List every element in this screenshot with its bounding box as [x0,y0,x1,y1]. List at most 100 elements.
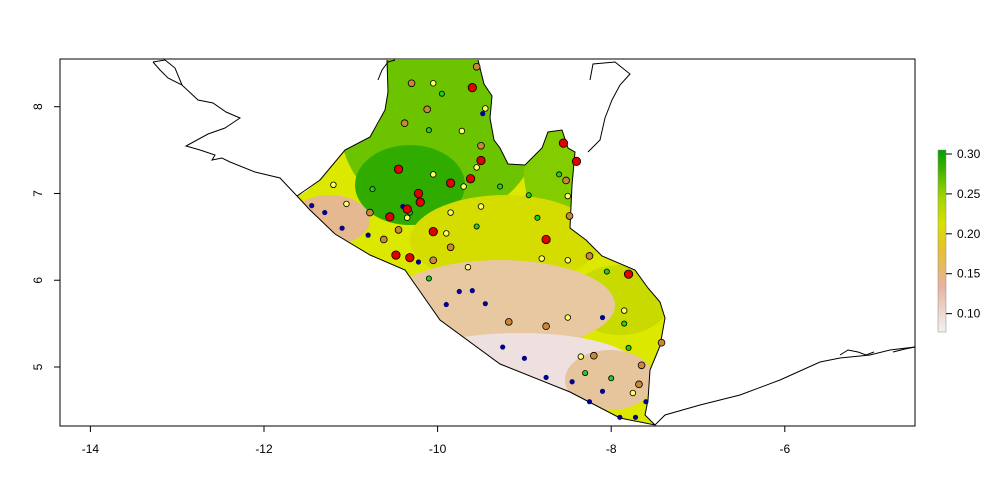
x-tick-label: -6 [779,442,790,456]
sample-point-yellow [621,307,628,314]
border-north-left [377,59,396,81]
sample-point-red [623,269,634,279]
sample-point-yellow [482,105,489,112]
sample-point-green [473,223,480,230]
sample-point-red [446,178,456,188]
sample-point-brown [585,252,594,260]
sample-point-red [541,234,551,245]
sample-point-green [534,214,541,221]
y-axis: 5 6 7 8 [31,103,60,370]
sample-point-brown [477,141,485,150]
sample-point-darkblue [309,203,315,209]
sample-point-darkblue [480,111,486,117]
sample-point-yellow [538,255,545,262]
sample-point-red [571,156,582,166]
sample-point-brown [565,212,574,220]
coastline-peninsula [152,59,183,86]
border-north-right [587,61,631,153]
sample-point-brown [394,226,403,234]
sample-point-yellow [458,127,466,135]
sample-point-green [438,90,445,97]
y-tick-label: 7 [31,190,45,197]
sample-point-yellow [564,314,571,321]
sample-point-brown [429,256,438,265]
sample-point-green [608,375,615,382]
sample-point-red [413,188,424,199]
sample-point-brown [542,322,550,331]
sample-point-darkblue [521,355,527,361]
sample-point-green [625,344,632,351]
sample-point-brown [472,63,481,71]
x-tick-label: -8 [606,442,617,456]
sample-point-red [405,253,415,263]
sample-point-green [603,268,610,275]
x-tick-label: -12 [255,442,273,456]
sample-point-red [402,204,412,214]
sample-point-darkblue [617,414,623,420]
coastline-east-islet [839,349,875,356]
sample-point-darkblue [469,288,475,294]
sample-point-yellow [629,389,637,397]
sample-points [309,63,666,420]
sample-point-brown [562,176,570,185]
sample-point-darkblue [365,232,371,238]
legend-tick-label: 0.10 [957,307,981,321]
x-tick-label: -10 [429,442,447,456]
sample-point-green [425,127,432,134]
coastline-borders [152,59,916,426]
x-axis: -14 -12 -10 -8 -6 [82,426,790,456]
legend-ticks: 0.10 0.15 0.20 0.25 0.30 [946,147,981,321]
legend-tick-label: 0.30 [957,147,981,161]
sample-point-yellow [564,257,571,264]
sample-point-brown [635,380,643,389]
y-tick-label: 5 [31,363,45,370]
sample-point-brown [590,351,598,360]
sample-point-red [415,197,425,207]
sample-point-red [428,227,438,237]
sample-point-darkblue [500,344,506,350]
sample-point-brown [423,105,431,114]
surface-green-core [355,145,465,225]
sample-point-darkblue [569,379,575,385]
sample-point-yellow [473,164,480,171]
sample-point-darkblue [586,399,593,405]
surface-orange-west [297,195,370,245]
sample-point-brown [637,361,646,370]
legend-tick-label: 0.25 [957,187,981,201]
sample-point-red [391,250,401,260]
sample-point-red [385,212,395,222]
sample-point-yellow [460,183,467,190]
sample-point-darkblue [599,388,606,394]
sample-point-yellow [477,203,485,210]
y-tick-label: 6 [31,277,45,284]
sample-point-brown [657,338,666,347]
sample-point-red [467,83,477,93]
sample-point-yellow [447,209,454,216]
sample-point-darkblue [415,259,422,265]
sample-point-darkblue [643,399,649,405]
sample-point-darkblue [599,314,606,321]
legend-colorbar [937,149,947,333]
legend-tick-label: 0.15 [957,267,981,281]
sample-point-green [556,171,563,178]
sample-point-brown [366,208,374,217]
sample-point-darkblue [456,288,462,295]
sample-point-green [621,320,628,327]
surface-yellow-mid [410,195,600,285]
sample-point-darkblue [632,414,639,420]
sample-point-brown [400,119,409,128]
sample-point-brown [504,318,513,326]
sample-point-green [582,370,589,377]
sample-point-yellow [577,353,585,360]
sample-point-yellow [443,230,450,237]
sample-point-darkblue [339,225,345,231]
sample-point-green [525,192,532,199]
sample-point-green [425,275,432,282]
sample-point-yellow [404,214,411,221]
sample-point-red [558,138,569,148]
sample-point-darkblue [543,374,549,381]
sample-point-darkblue [443,301,449,308]
sample-point-green [369,186,376,193]
sample-point-brown [407,79,416,88]
